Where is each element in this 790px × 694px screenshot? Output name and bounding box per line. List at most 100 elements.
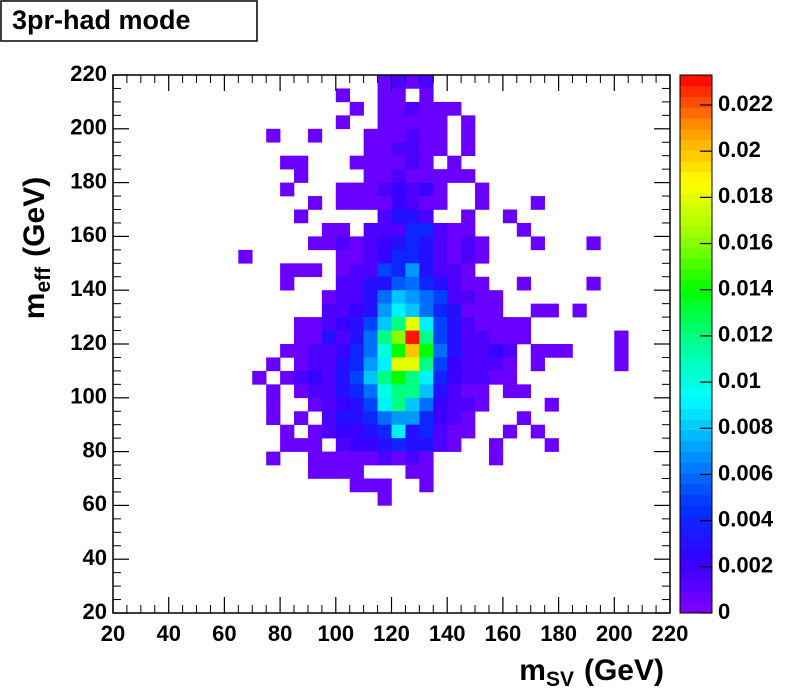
cell — [461, 317, 476, 331]
cell — [307, 424, 323, 439]
cell — [405, 317, 420, 331]
cell — [335, 330, 351, 345]
cell — [294, 263, 309, 278]
cell — [377, 438, 392, 452]
cell — [391, 451, 406, 466]
cell — [321, 236, 337, 251]
z-tick-label: 0.022 — [718, 91, 773, 116]
cell — [307, 330, 323, 345]
cell — [419, 290, 434, 304]
y-axis-title: meff (GeV) — [18, 177, 55, 319]
z-tick-label: 0.008 — [718, 414, 773, 439]
cell — [405, 115, 420, 130]
color-step — [680, 333, 712, 345]
cell — [294, 155, 309, 170]
cell — [447, 263, 462, 278]
cell — [391, 370, 406, 385]
cell — [433, 222, 448, 237]
z-tick-label: 0.012 — [718, 322, 773, 347]
cell — [294, 357, 309, 372]
cell — [475, 290, 490, 304]
x-axis-title: mSV (GeV) — [519, 654, 664, 691]
y-tick-label: 120 — [70, 330, 107, 355]
cell — [363, 317, 378, 331]
cell — [363, 169, 378, 183]
cell — [363, 155, 378, 170]
cell — [363, 330, 378, 345]
cell — [377, 196, 392, 210]
cell — [419, 424, 434, 439]
cell — [280, 182, 295, 197]
cell — [419, 209, 434, 224]
cell — [335, 317, 351, 331]
cell — [335, 411, 351, 425]
color-bar-frame — [679, 74, 713, 614]
cell — [405, 222, 420, 237]
cell — [266, 357, 281, 372]
cell — [307, 465, 323, 479]
cell — [405, 451, 420, 466]
cell — [488, 290, 504, 304]
cell — [391, 155, 406, 170]
cell — [405, 384, 420, 399]
cell — [280, 370, 295, 385]
y-tick-label: 40 — [83, 545, 107, 570]
color-step — [680, 344, 712, 356]
cell — [447, 424, 462, 439]
cell — [349, 384, 364, 399]
cell — [405, 424, 420, 439]
cell — [433, 249, 448, 264]
cell — [461, 142, 476, 156]
cell — [363, 438, 378, 452]
cell — [377, 411, 392, 425]
cell — [377, 128, 392, 143]
color-step — [680, 580, 712, 592]
cell — [335, 222, 351, 237]
cell — [335, 370, 351, 385]
cell — [280, 263, 295, 278]
cell — [252, 370, 267, 385]
color-step — [680, 591, 712, 603]
cell — [586, 276, 601, 291]
color-step — [680, 473, 712, 485]
y-tick-label: 200 — [70, 115, 107, 140]
cell — [391, 169, 406, 183]
cell — [530, 196, 545, 210]
cell — [433, 424, 448, 439]
cell — [335, 249, 351, 264]
y-tick-label: 180 — [70, 168, 107, 193]
cell — [502, 424, 518, 439]
cell — [461, 263, 476, 278]
color-step — [680, 225, 712, 237]
cell — [419, 88, 434, 103]
cell — [447, 330, 462, 345]
color-step — [680, 85, 712, 98]
cell — [349, 155, 364, 170]
cell — [363, 478, 378, 493]
cell — [391, 263, 406, 278]
x-title-unit: (GeV) — [584, 654, 664, 687]
cell — [530, 424, 545, 439]
x-tick-label: 220 — [652, 621, 689, 646]
cell — [307, 196, 323, 210]
cell — [294, 169, 309, 183]
color-step — [680, 171, 712, 184]
cell — [475, 317, 490, 331]
color-step — [680, 526, 712, 539]
cell — [391, 438, 406, 452]
y-title-sub: eff — [32, 266, 55, 293]
cell — [363, 290, 378, 304]
cell — [405, 330, 420, 345]
cell — [321, 303, 337, 318]
cell — [502, 317, 518, 331]
cell — [349, 411, 364, 425]
cell — [266, 128, 281, 143]
cell — [447, 344, 462, 358]
cell — [377, 344, 392, 358]
cell — [447, 397, 462, 412]
cell — [405, 128, 420, 143]
cell — [405, 75, 420, 89]
cell — [391, 115, 406, 130]
cell — [502, 357, 518, 372]
z-tick-label: 0.01 — [718, 368, 761, 393]
